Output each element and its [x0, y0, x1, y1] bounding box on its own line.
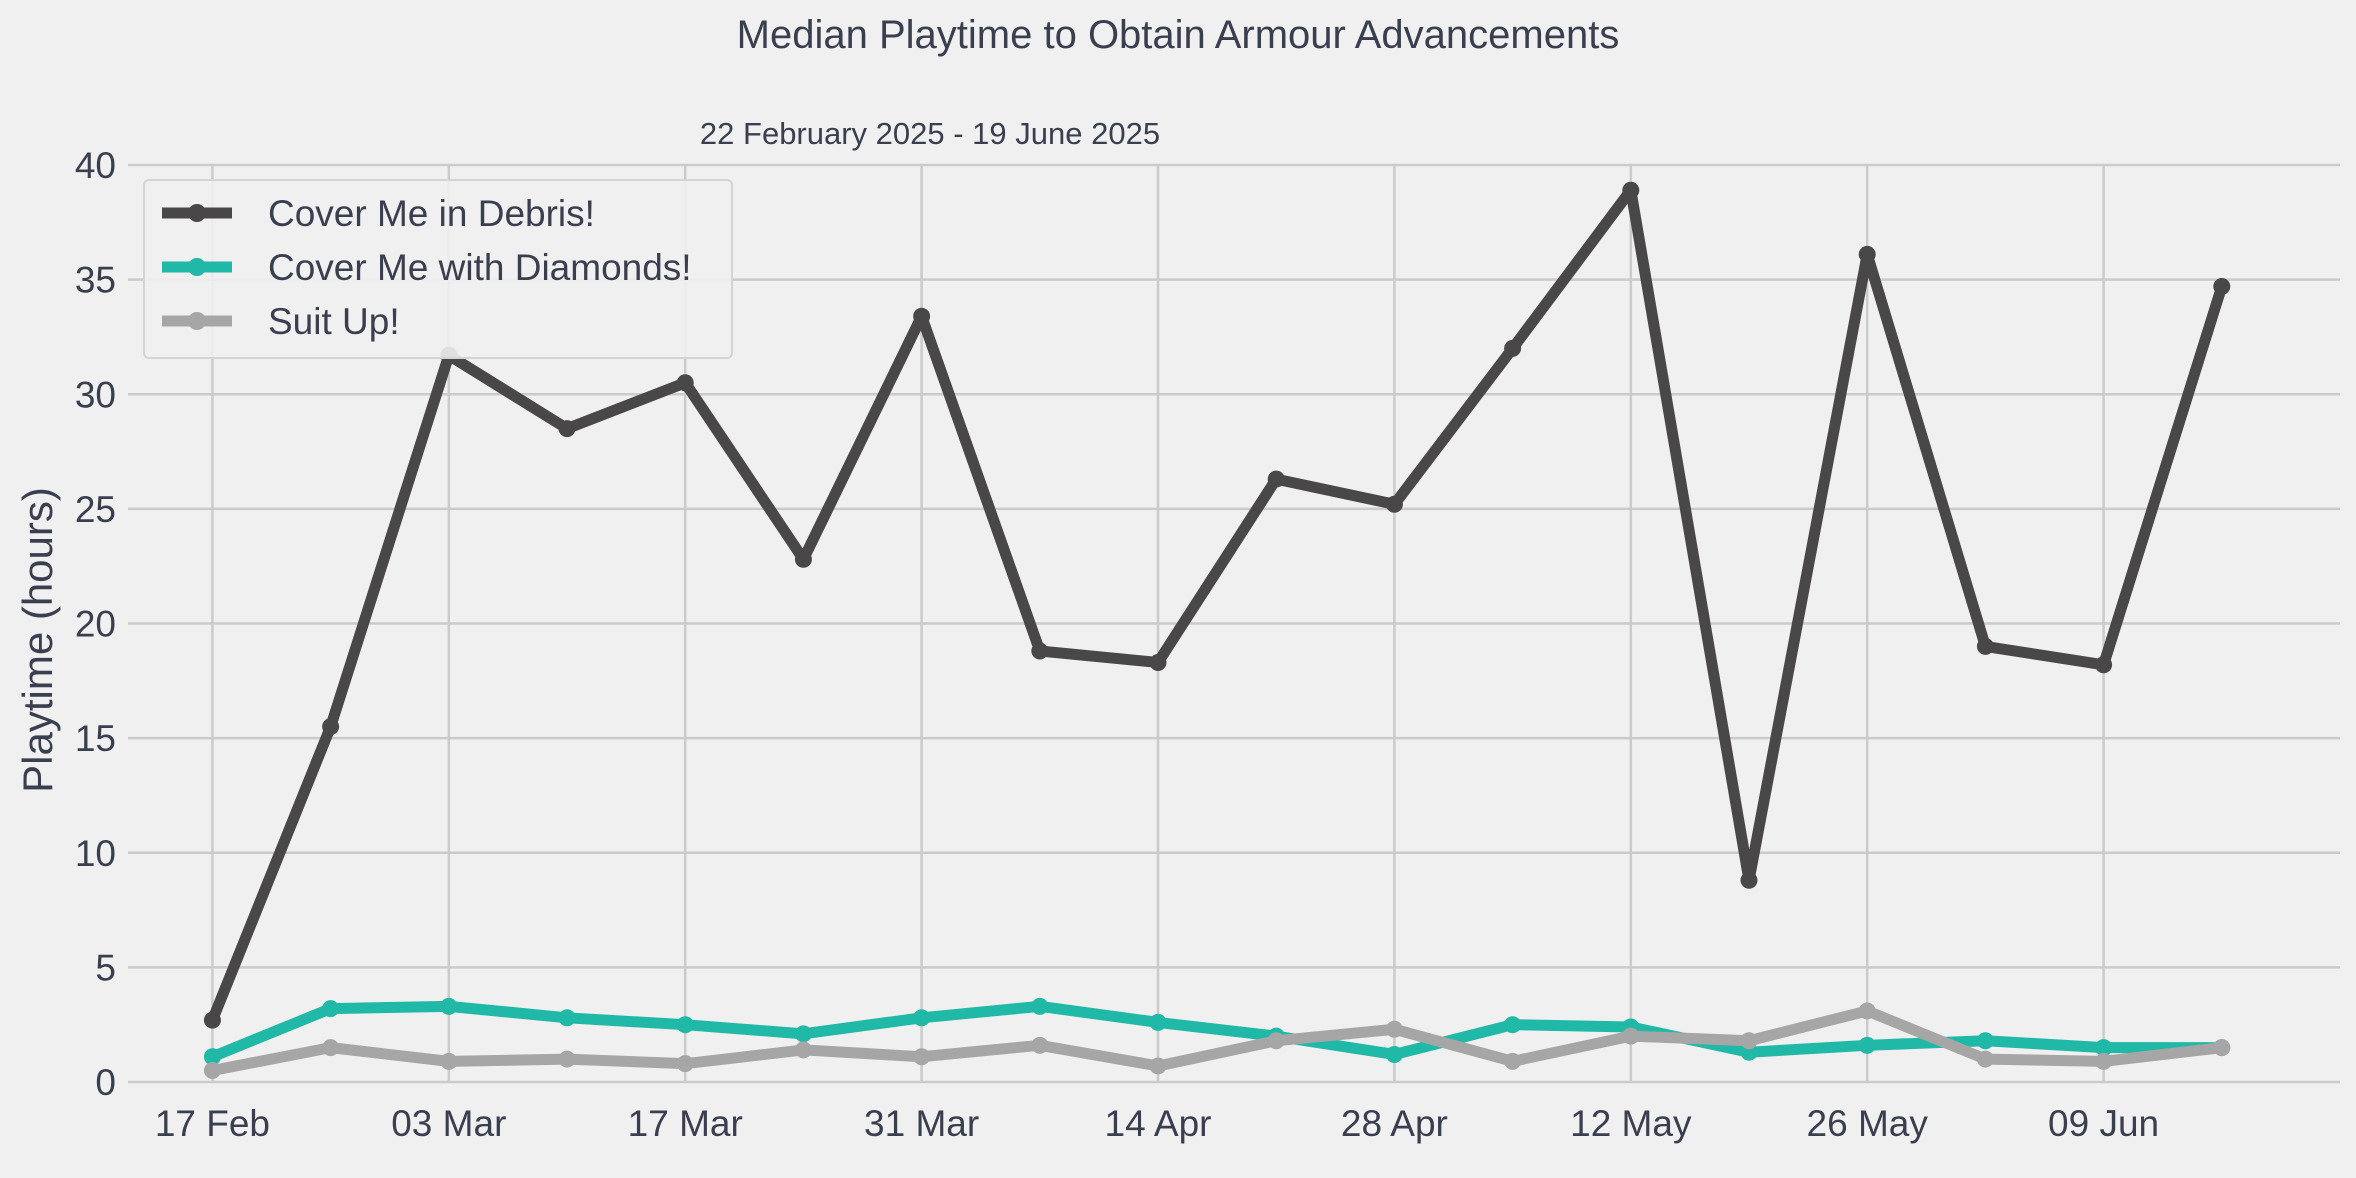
- data-point: [1622, 1027, 1640, 1045]
- series-2: [203, 1002, 2231, 1080]
- y-tick-label: 35: [75, 260, 116, 301]
- data-point: [1740, 1032, 1758, 1050]
- y-tick-label: 15: [75, 718, 116, 759]
- y-tick-label: 10: [75, 833, 116, 874]
- legend-swatch-marker: [188, 312, 206, 330]
- legend-label: Suit Up!: [268, 301, 400, 342]
- x-tick-label: 26 May: [1807, 1103, 1929, 1144]
- data-point: [794, 1025, 812, 1043]
- data-point: [2213, 1039, 2231, 1057]
- data-point: [1149, 1057, 1167, 1075]
- data-point: [2095, 656, 2113, 674]
- series-line: [206, 1000, 2228, 1063]
- data-point: [1267, 1032, 1285, 1050]
- series-line: [206, 184, 2228, 1026]
- data-point: [1976, 637, 1994, 655]
- data-point: [322, 718, 340, 736]
- y-tick-label: 5: [95, 947, 116, 988]
- x-tick-label: 14 Apr: [1105, 1103, 1212, 1144]
- x-tick-label: 17 Feb: [155, 1103, 270, 1144]
- data-point: [558, 1009, 576, 1027]
- legend-item: Cover Me in Debris!: [162, 193, 595, 234]
- data-point: [2095, 1039, 2113, 1057]
- data-point: [1031, 1036, 1049, 1054]
- y-tick-label: 40: [75, 145, 116, 186]
- y-tick-label: 20: [75, 604, 116, 645]
- y-axis-label: Playtime (hours): [14, 487, 61, 793]
- data-point: [913, 1009, 931, 1027]
- data-point: [1858, 1036, 1876, 1054]
- data-point: [2213, 278, 2231, 296]
- x-tick-label: 09 Jun: [2048, 1103, 2159, 1144]
- legend-swatch-marker: [188, 258, 206, 276]
- legend-box: [143, 179, 733, 359]
- data-point: [1976, 1050, 1994, 1068]
- data-point: [1267, 470, 1285, 488]
- data-point: [440, 1052, 458, 1070]
- x-tick-label: 28 Apr: [1341, 1103, 1448, 1144]
- y-tick-label: 25: [75, 489, 116, 530]
- data-point: [676, 374, 694, 392]
- legend-label: Cover Me in Debris!: [268, 193, 595, 234]
- x-tick-label: 12 May: [1570, 1103, 1692, 1144]
- legend-item: Cover Me with Diamonds!: [162, 247, 692, 288]
- legend-swatch-marker: [188, 204, 206, 222]
- data-point: [1858, 245, 1876, 263]
- legend-item: Suit Up!: [162, 301, 400, 342]
- series-1: [203, 997, 2231, 1066]
- x-axis-ticks: 17 Feb 03 Mar 17 Mar 31 Mar 14 Apr 28 Apr 12 M…: [155, 1103, 2159, 1144]
- data-point: [1385, 1045, 1403, 1063]
- data-point: [913, 1048, 931, 1066]
- y-axis-ticks: 0 5 10 15 20 25 30 35 40: [75, 145, 116, 1103]
- y-tick-label: 30: [75, 374, 116, 415]
- data-point: [322, 1000, 340, 1018]
- data-point: [1504, 339, 1522, 357]
- data-point: [1504, 1052, 1522, 1070]
- data-point: [1504, 1016, 1522, 1034]
- data-point: [203, 1011, 221, 1029]
- data-point: [1031, 997, 1049, 1015]
- data-point: [676, 1055, 694, 1073]
- data-point: [1149, 653, 1167, 671]
- data-point: [794, 1041, 812, 1059]
- data-point: [203, 1062, 221, 1080]
- legend: Cover Me in Debris! Cover Me with Diamond…: [143, 179, 733, 359]
- data-point: [1740, 871, 1758, 889]
- data-point: [558, 420, 576, 438]
- y-tick-label: 0: [95, 1062, 116, 1103]
- x-tick-label: 17 Mar: [628, 1103, 743, 1144]
- x-tick-label: 31 Mar: [864, 1103, 979, 1144]
- data-point: [1031, 642, 1049, 660]
- data-point: [794, 550, 812, 568]
- data-point: [1976, 1032, 1994, 1050]
- data-point: [1858, 1002, 1876, 1020]
- chart-subtitle: 22 February 2025 - 19 June 2025: [700, 116, 1160, 151]
- data-point: [2095, 1052, 2113, 1070]
- chart-title: Median Playtime to Obtain Armour Advance…: [737, 13, 1620, 57]
- x-tick-label: 03 Mar: [391, 1103, 506, 1144]
- data-point: [558, 1050, 576, 1068]
- data-point: [1622, 181, 1640, 199]
- data-point: [1149, 1013, 1167, 1031]
- data-point: [440, 997, 458, 1015]
- data-point: [1385, 495, 1403, 513]
- data-point: [676, 1016, 694, 1034]
- series-line: [206, 1005, 2228, 1077]
- data-point: [322, 1039, 340, 1057]
- legend-label: Cover Me with Diamonds!: [268, 247, 692, 288]
- data-point: [1385, 1020, 1403, 1038]
- data-point: [203, 1048, 221, 1066]
- data-point: [913, 307, 931, 325]
